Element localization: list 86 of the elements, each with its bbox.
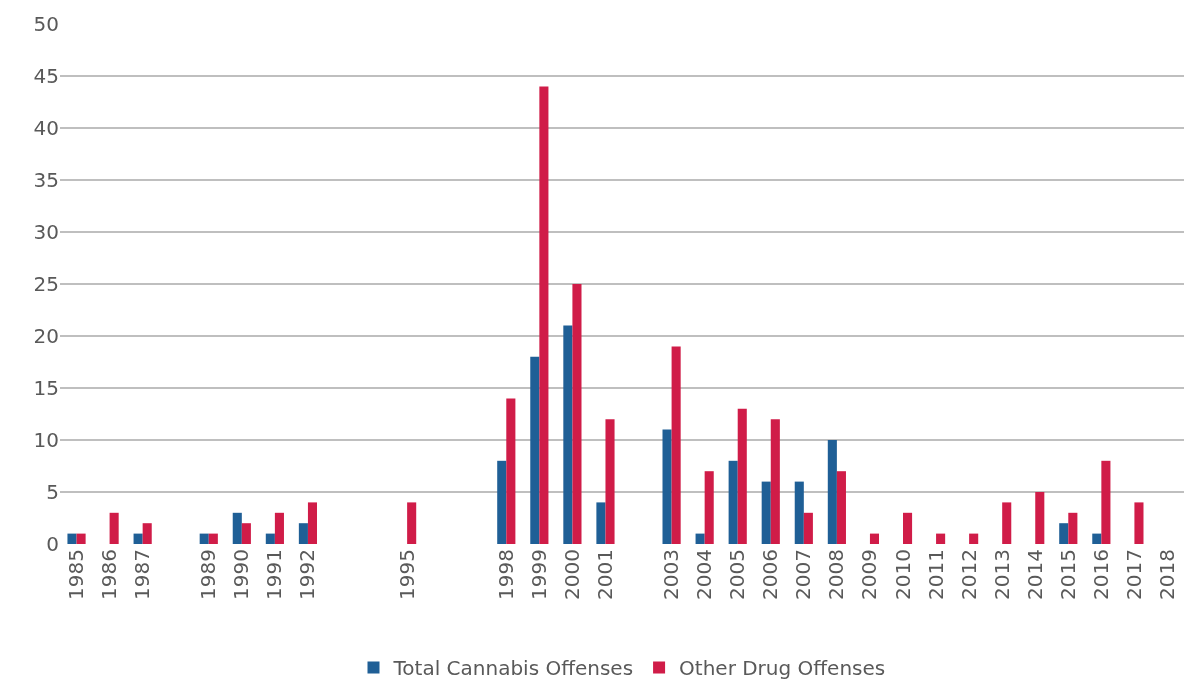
bar [704,471,714,544]
bar [761,481,771,544]
bar [274,512,284,544]
bar [1035,492,1045,544]
y-tick-label: 40 [33,116,59,140]
legend-label: Other Drug Offenses [679,656,886,681]
bar [1134,502,1144,544]
x-tick-label: 1985 [64,549,89,600]
bar [1092,533,1102,544]
x-tick-label: 1995 [394,549,419,600]
y-tick-label: 30 [33,220,59,244]
x-tick-label: 2013 [989,549,1014,600]
bar [1101,460,1111,544]
bar [208,533,218,544]
bar [142,523,152,544]
x-tick-label: 2005 [725,549,750,600]
bar [803,512,813,544]
x-tick-label: 1987 [130,549,155,600]
bar [539,86,549,544]
bar [1002,502,1012,544]
y-tick-label: 25 [33,272,59,296]
x-tick-label: 2015 [1055,549,1080,600]
y-tick-label: 0 [46,532,59,556]
bar [596,502,606,544]
y-tick-label: 20 [33,324,59,348]
legend-label: Total Cannabis Offenses [392,656,634,681]
bar [969,533,979,544]
bar [869,533,880,544]
x-tick-label: 2014 [1022,549,1047,600]
bar [307,502,318,544]
bar [109,512,119,544]
bar [662,429,672,544]
x-tick-label: 2006 [758,549,783,600]
x-tick-label: 2000 [559,549,584,600]
bar [671,346,681,544]
bar [298,523,308,544]
bar [605,419,615,544]
bar [1059,523,1069,544]
x-tick-label: 2016 [1088,549,1113,600]
bar [241,523,251,544]
y-tick-label: 50 [33,12,59,36]
bar [903,512,913,544]
x-tick-label: 2007 [791,549,816,600]
bar [530,356,540,544]
bar [497,460,507,544]
x-tick-label: 1999 [526,549,551,600]
x-tick-label: 2017 [1121,549,1146,600]
x-tick-label: 2001 [592,549,617,600]
x-tick-label: 1991 [262,549,287,600]
bar [563,325,573,544]
bar [76,533,86,544]
x-tick-label: 2003 [659,549,684,600]
x-tick-label: 1989 [196,549,221,600]
x-tick-label: 2004 [692,549,717,600]
bar [794,481,804,544]
bar [67,533,77,544]
x-tick-label: 2012 [956,549,981,600]
y-tick-label: 15 [33,376,59,400]
x-tick-label: 1986 [97,549,122,600]
x-tick-label: 1990 [229,549,254,600]
bar [827,440,837,544]
bar [1068,512,1078,544]
x-tick-label: 2008 [824,549,849,600]
bar [695,533,705,544]
x-tick-label: 2011 [923,549,948,600]
x-tick-label: 2010 [890,549,915,600]
bar [572,284,582,544]
x-tick-label: 1998 [493,549,518,600]
y-tick-label: 5 [46,480,59,504]
bar [737,408,747,544]
x-tick-label: 1992 [295,549,320,600]
y-tick-label: 10 [33,428,59,452]
bar [836,471,846,544]
bar [199,533,209,544]
bar [232,512,242,544]
y-tick-label: 35 [33,168,59,192]
bar [407,502,417,544]
y-tick-label: 45 [33,64,59,88]
bar [265,533,275,544]
x-tick-label: 2009 [857,549,882,600]
bar [728,460,738,544]
bar [936,533,946,544]
bar [133,533,143,544]
bar [506,398,516,544]
bar [770,419,780,544]
x-tick-label: 2018 [1154,549,1179,600]
